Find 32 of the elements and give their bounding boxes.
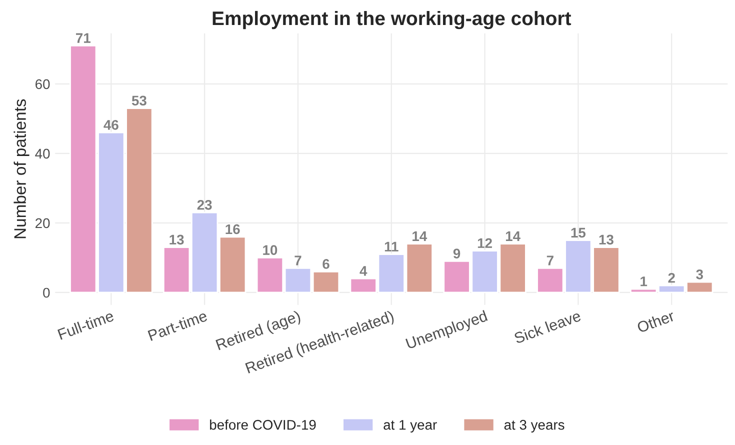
data-label: 13: [170, 234, 184, 245]
data-label: 1: [640, 276, 648, 286]
data-label: 16: [226, 224, 240, 234]
y-tick-label: 60: [36, 79, 50, 90]
chart-title: Employment in the working-age cohort: [212, 10, 572, 30]
y-tick-label: 20: [36, 218, 50, 228]
data-label: 14: [412, 231, 428, 241]
data-label: 71: [76, 33, 90, 43]
data-label: 9: [453, 248, 460, 258]
legend-label: before COVID-19: [210, 420, 316, 430]
data-label: 6: [322, 259, 330, 269]
data-label: 2: [668, 272, 675, 283]
data-label: 23: [197, 200, 212, 210]
data-label: 15: [571, 228, 586, 238]
data-label: 3: [696, 269, 703, 280]
data-label: 12: [478, 238, 492, 248]
x-tick-label: Sick leave: [513, 310, 582, 344]
y-tick-label: 40: [35, 148, 50, 159]
y-axis-title: Number of patients: [14, 99, 30, 238]
data-label: 46: [104, 120, 118, 130]
legend-label: at 3 years: [504, 420, 564, 432]
legend-label: at 1 year: [384, 420, 437, 432]
data-label: 10: [263, 245, 278, 255]
data-label: 13: [599, 234, 614, 245]
data-label: 11: [384, 242, 398, 252]
y-tick-label: 0: [43, 288, 50, 298]
data-label: 7: [546, 256, 554, 266]
data-label: 4: [360, 266, 368, 276]
data-label: 7: [294, 256, 302, 266]
x-tick-label: Other: [636, 310, 676, 334]
data-label: 14: [506, 231, 520, 241]
data-label: 53: [132, 96, 146, 106]
